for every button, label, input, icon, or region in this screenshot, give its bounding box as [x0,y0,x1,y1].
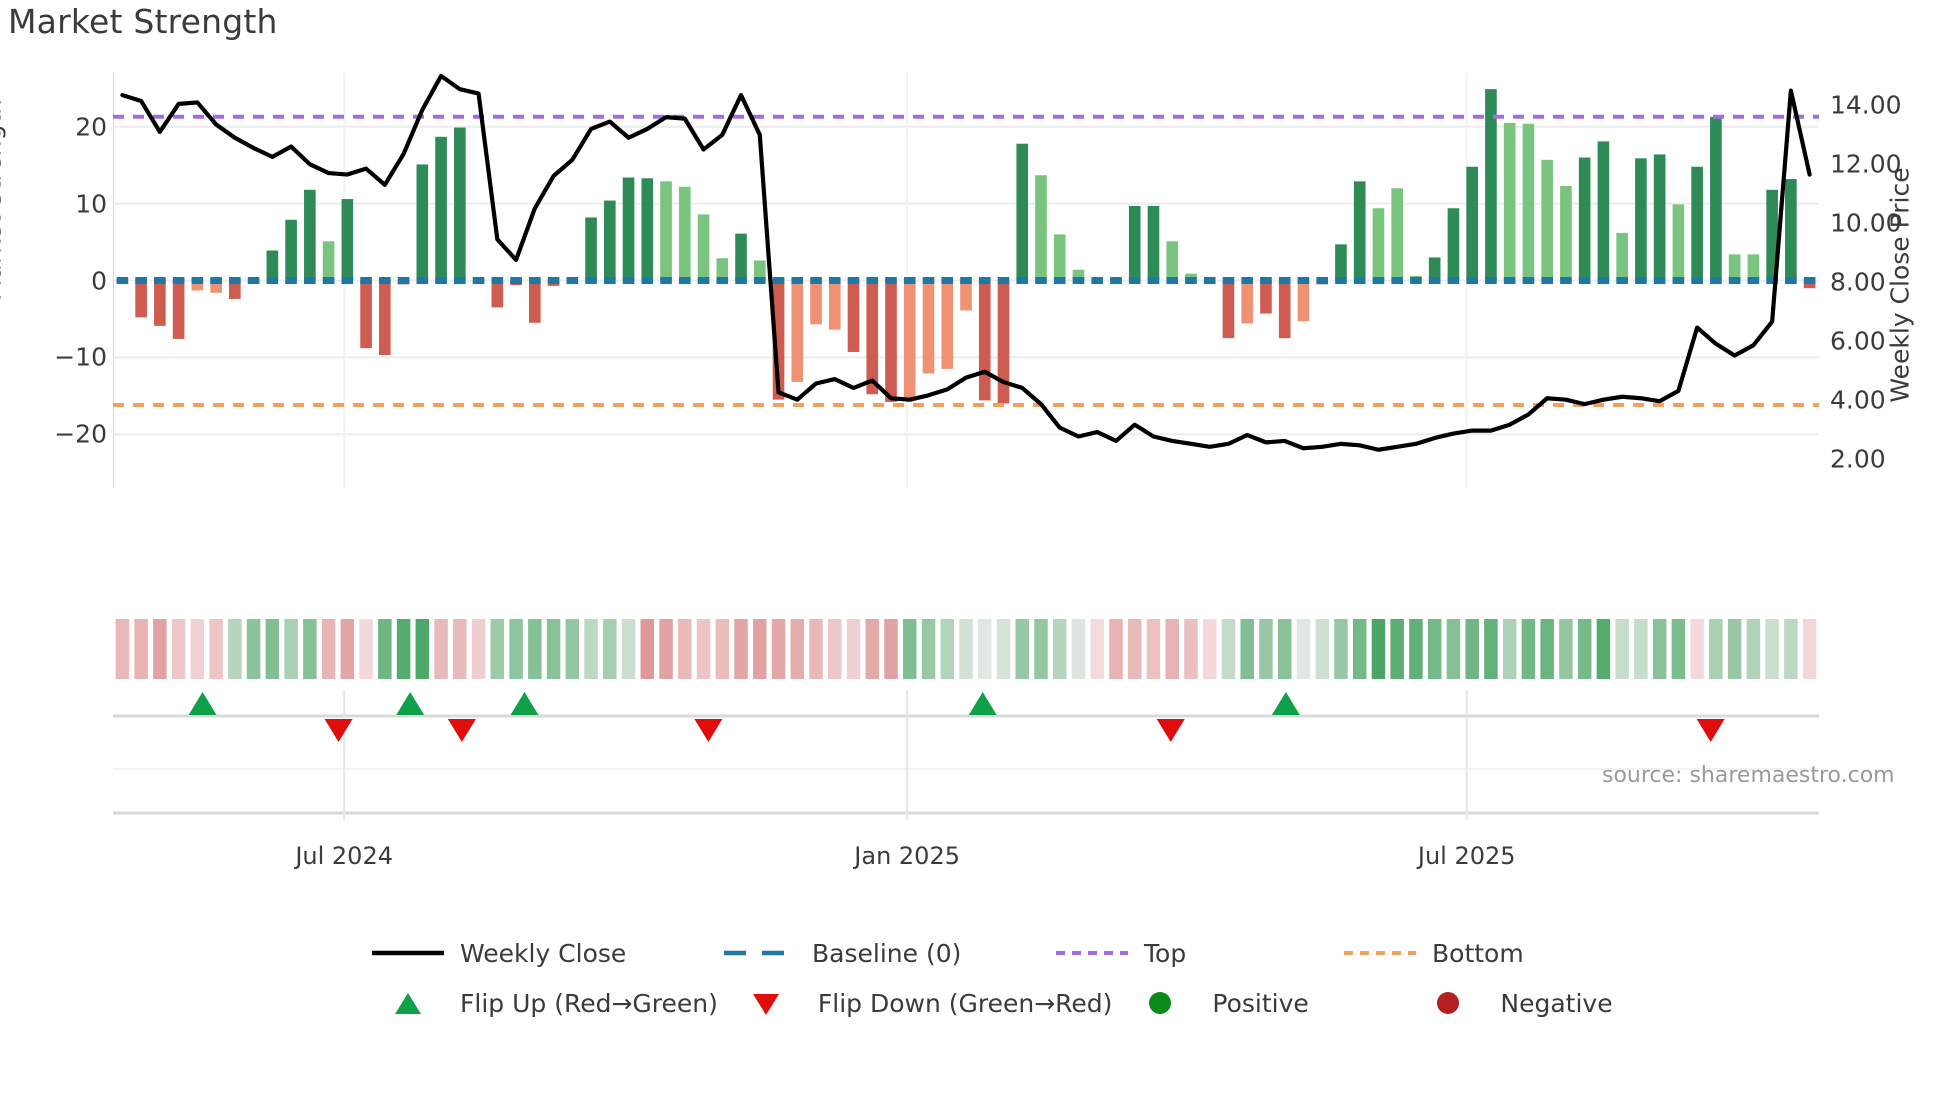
triangle-up-green-icon [360,983,456,1023]
y-axis-right-tick: 4.00 [1830,385,1886,415]
chart-legend: Weekly Close Baseline (0) Top Bottom [360,928,1613,1038]
legend-label: Bottom [1432,938,1524,968]
y-axis-left-tick: −20 [54,419,107,449]
x-axis-tick: Jan 2025 [854,842,960,870]
main-plot [113,73,1819,488]
circle-red-icon [1400,983,1496,1023]
line-dashed-blue-icon [712,933,808,973]
circle-green-icon [1112,983,1208,1023]
legend-label: Top [1144,938,1187,968]
legend-item-bottom[interactable]: Bottom [1332,928,1592,978]
legend-label: Baseline (0) [812,938,962,968]
y-axis-left-tick: 10 [75,189,107,219]
y-axis-right-label: Weekly Close Price [1885,167,1915,403]
triangle-down-red-icon [718,983,814,1023]
flip-marker-svg [113,690,1819,836]
y-axis-left-tick: 20 [75,112,107,142]
legend-item-flip-up[interactable]: Flip Up (Red→Green) [360,978,718,1028]
line-dotted-orange-icon [1332,933,1428,973]
y-axis-left-tick: 0 [91,266,107,295]
strength-heatmap-strip [113,613,1819,685]
legend-label: Positive [1212,988,1309,1018]
legend-item-negative[interactable]: Negative [1400,978,1660,1028]
y-axis-right-tick: 14.00 [1830,90,1902,120]
y-axis-right-tick: 2.00 [1830,444,1886,474]
legend-label: Flip Up (Red→Green) [460,988,718,1018]
legend-row-2: Flip Up (Red→Green) Flip Down (Green→Red… [360,978,1613,1028]
line-solid-black-icon [360,933,456,973]
legend-item-weekly-close[interactable]: Weekly Close [360,928,712,978]
legend-label: Negative [1500,988,1613,1018]
line-dotted-purple-icon [1044,933,1140,973]
legend-row-1: Weekly Close Baseline (0) Top Bottom [360,928,1610,978]
legend-label: Flip Down (Green→Red) [817,988,1113,1018]
strength-heatmap-svg [115,619,1817,679]
legend-item-positive[interactable]: Positive [1112,978,1400,1028]
flip-marker-panel [113,690,1819,836]
legend-item-baseline[interactable]: Baseline (0) [712,928,1044,978]
legend-item-top[interactable]: Top [1044,928,1332,978]
y-axis-left-label: Market Strength [0,98,7,302]
source-caption: source: sharemaestro.com [1602,763,1895,788]
page-title: Market Strength [8,2,278,41]
y-axis-right-tick: 12.00 [1830,149,1902,179]
x-axis-tick: Jul 2024 [295,842,393,870]
main-plot-svg [113,73,1819,488]
y-axis-left-tick: −10 [54,342,107,372]
y-axis-right-tick: 10.00 [1830,208,1902,238]
legend-item-flip-down[interactable]: Flip Down (Green→Red) [718,978,1113,1028]
x-axis-tick: Jul 2025 [1417,842,1516,870]
legend-label: Weekly Close [460,938,627,968]
y-axis-right-tick: 8.00 [1830,267,1886,297]
y-axis-right-tick: 6.00 [1830,326,1886,356]
